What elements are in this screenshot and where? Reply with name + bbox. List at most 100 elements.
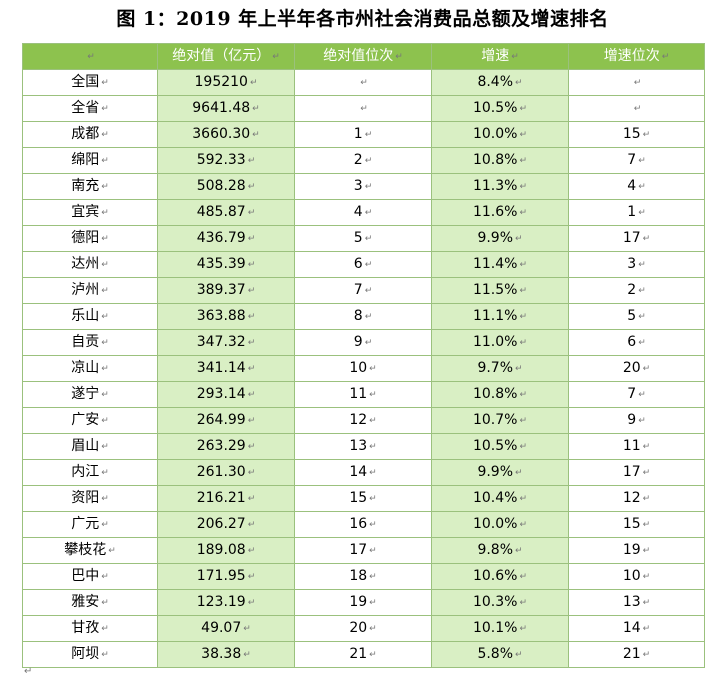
paragraph-mark-icon: ↵ — [638, 208, 646, 218]
cell-value-rank: 11 ↵ — [294, 381, 432, 408]
cell-value: 508.28 ↵ — [157, 173, 295, 200]
cell-growth-rank: 7 ↵ — [568, 381, 705, 408]
cell-text: 遂宁 — [71, 386, 100, 402]
cell-text: 泸州 — [71, 282, 100, 298]
paragraph-mark-icon: ↵ — [101, 182, 109, 192]
paragraph-mark-icon: ↵ — [101, 598, 109, 608]
cell-text: 17 — [349, 542, 368, 558]
header-label: 绝对值位次 — [323, 48, 394, 64]
paragraph-mark-icon: ↵ — [638, 390, 646, 400]
paragraph-mark-icon: ↵ — [247, 416, 256, 426]
cell-value-rank: 10 ↵ — [294, 355, 432, 382]
paragraph-mark-icon: ↵ — [515, 78, 523, 88]
paragraph-mark-icon: ↵ — [369, 416, 377, 426]
cell-region: 宜宾 ↵ — [22, 199, 158, 226]
paragraph-mark-icon: ↵ — [519, 390, 528, 400]
cell-text: 10.7% — [472, 412, 518, 428]
cell-text: 11.3% — [472, 178, 518, 194]
cell-region: 遂宁 ↵ — [22, 381, 158, 408]
table-row: 巴中 ↵ 171.95 ↵ 18 ↵ 10.6% ↵ 10 ↵ — [22, 563, 705, 590]
cell-growth: 10.0% ↵ — [431, 121, 569, 148]
cell-growth: 11.1% ↵ — [431, 303, 569, 330]
paragraph-mark-icon: ↵ — [515, 234, 523, 244]
paragraph-mark-icon: ↵ — [247, 494, 256, 504]
cell-text: 341.14 — [196, 360, 246, 376]
paragraph-mark-icon: ↵ — [364, 234, 373, 244]
cell-region: 南充 ↵ — [22, 173, 158, 200]
cell-value-rank: 15 ↵ — [294, 485, 432, 512]
paragraph-mark-icon: ↵ — [642, 572, 651, 582]
cell-value: 293.14 ↵ — [157, 381, 295, 408]
paragraph-mark-icon: ↵ — [252, 104, 260, 114]
paragraph-mark-icon: ↵ — [642, 650, 651, 660]
paragraph-mark-icon: ↵ — [642, 520, 651, 530]
paragraph-mark-icon: ↵ — [369, 546, 377, 556]
paragraph-mark-icon: ↵ — [101, 624, 109, 634]
paragraph-mark-icon: ↵ — [87, 52, 95, 62]
paragraph-mark-icon: ↵ — [247, 572, 256, 582]
cell-region: 达州 ↵ — [22, 251, 158, 278]
paragraph-mark-icon: ↵ — [638, 182, 646, 192]
paragraph-mark-icon: ↵ — [519, 130, 528, 140]
paragraph-mark-icon: ↵ — [24, 666, 33, 677]
paragraph-mark-icon: ↵ — [369, 598, 377, 608]
cell-value-rank: ↵ — [294, 95, 432, 122]
table-row: 阿坝 ↵ 38.38 ↵ 21 ↵ 5.8% ↵ 21 ↵ — [22, 641, 705, 668]
cell-text: 10.8% — [472, 386, 518, 402]
table-row: 资阳 ↵ 216.21 ↵ 15 ↵ 10.4% ↵ 12 ↵ — [22, 485, 705, 512]
table-row: 遂宁 ↵ 293.14 ↵ 11 ↵ 10.8% ↵ 7 ↵ — [22, 381, 705, 408]
cell-value: 485.87 ↵ — [157, 199, 295, 226]
table-row: 广元 ↵ 206.27 ↵ 16 ↵ 10.0% ↵ 15 ↵ — [22, 511, 705, 538]
cell-growth: 10.8% ↵ — [431, 381, 569, 408]
paragraph-mark-icon: ↵ — [247, 234, 256, 244]
cell-text: 10.0% — [472, 126, 518, 142]
cell-text: 216.21 — [196, 490, 246, 506]
cell-growth: 9.9% ↵ — [431, 225, 569, 252]
paragraph-mark-icon: ↵ — [633, 104, 642, 114]
cell-value: 389.37 ↵ — [157, 277, 295, 304]
data-table: ↵ 绝对值（亿元） ↵ 绝对值位次 ↵ 增速 ↵ 增速位次 ↵ 全国 ↵ 195210 ↵ ↵ 8… — [22, 43, 705, 668]
cell-text: 9.8% — [477, 542, 514, 558]
paragraph-mark-icon: ↵ — [642, 364, 651, 374]
paragraph-mark-icon: ↵ — [247, 156, 256, 166]
cell-text: 7 — [627, 386, 637, 402]
paragraph-mark-icon: ↵ — [364, 338, 373, 348]
cell-text: 11 — [349, 386, 368, 402]
table-row: 宜宾 ↵ 485.87 ↵ 4 ↵ 11.6% ↵ 1 ↵ — [22, 199, 705, 226]
paragraph-mark-icon: ↵ — [247, 286, 256, 296]
cell-region: 攀枝花 ↵ — [22, 537, 158, 564]
cell-text: 18 — [349, 568, 368, 584]
table-row: 乐山 ↵ 363.88 ↵ 8 ↵ 11.1% ↵ 5 ↵ — [22, 303, 705, 330]
cell-growth: 8.4% ↵ — [431, 69, 569, 96]
cell-text: 19 — [622, 542, 641, 558]
cell-region: 内江 ↵ — [22, 459, 158, 486]
table-row: 成都 ↵ 3660.30 ↵ 1 ↵ 10.0% ↵ 15 ↵ — [22, 121, 705, 148]
cell-growth-rank: 19 ↵ — [568, 537, 705, 564]
cell-text: 甘孜 — [71, 620, 100, 636]
cell-text: 15 — [349, 490, 368, 506]
paragraph-mark-icon: ↵ — [519, 598, 528, 608]
cell-value: 436.79 ↵ — [157, 225, 295, 252]
paragraph-mark-icon: ↵ — [101, 260, 109, 270]
paragraph-mark-icon: ↵ — [101, 572, 109, 582]
cell-value: 261.30 ↵ — [157, 459, 295, 486]
cell-growth: 10.7% ↵ — [431, 407, 569, 434]
cell-text: 南充 — [71, 178, 100, 194]
paragraph-mark-icon: ↵ — [243, 624, 251, 634]
cell-text: 10.4% — [472, 490, 518, 506]
cell-growth-rank: 4 ↵ — [568, 173, 705, 200]
cell-growth: 9.8% ↵ — [431, 537, 569, 564]
paragraph-mark-icon: ↵ — [247, 364, 256, 374]
cell-text: 雅安 — [71, 594, 100, 610]
cell-text: 10.0% — [472, 516, 518, 532]
cell-text: 11.0% — [472, 334, 518, 350]
paragraph-mark-icon: ↵ — [642, 598, 651, 608]
cell-text: 592.33 — [196, 152, 246, 168]
cell-text: 9.9% — [477, 230, 514, 246]
paragraph-mark-icon: ↵ — [519, 338, 528, 348]
cell-text: 内江 — [71, 464, 100, 480]
cell-value-rank: 6 ↵ — [294, 251, 432, 278]
cell-text: 6 — [627, 334, 637, 350]
table-row: 全国 ↵ 195210 ↵ ↵ 8.4% ↵ ↵ — [22, 69, 705, 96]
cell-region: 巴中 ↵ — [22, 563, 158, 590]
